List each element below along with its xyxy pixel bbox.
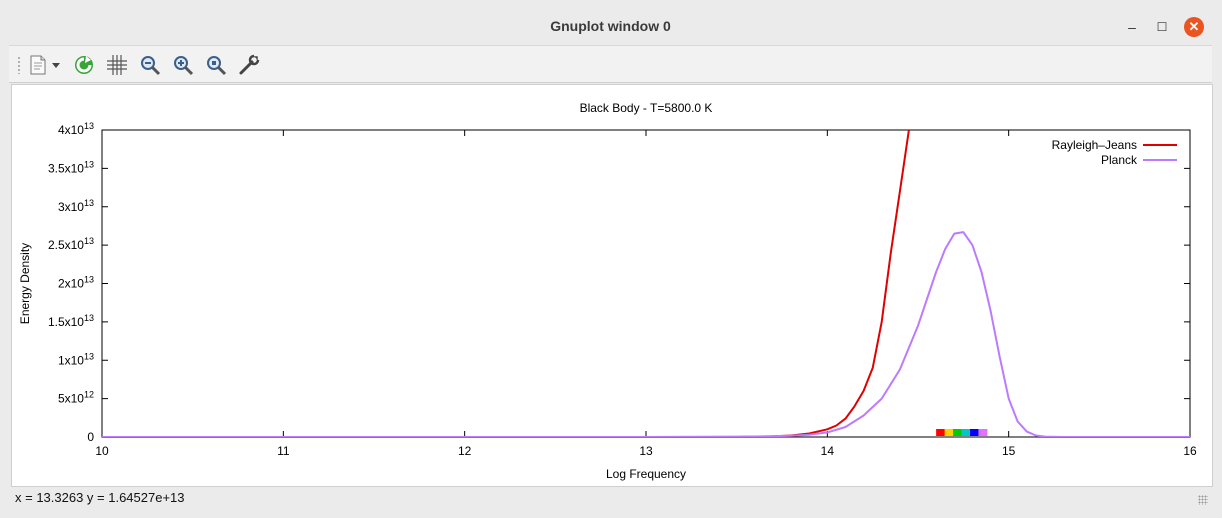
plot-canvas[interactable]: Black Body - T=5800.0 K 10 11 12 13 14 15 16 0 5x… [11, 84, 1213, 487]
chart-svg: Black Body - T=5800.0 K 10 11 12 13 14 15 16 0 5x… [18, 101, 1197, 481]
cursor-coordinates: x = 13.3263 y = 1.64527e+13 [15, 490, 185, 505]
spectrum-band [936, 429, 946, 436]
copy-to-clipboard-icon [30, 55, 46, 75]
zoom-reset-button[interactable] [203, 52, 229, 78]
toolbar-grip-icon[interactable] [17, 56, 21, 74]
status-bar: x = 13.3263 y = 1.64527e+13 [9, 487, 1212, 509]
y-axis-label: Energy Density [18, 243, 32, 324]
maximize-button[interactable]: ☐ [1156, 20, 1168, 34]
grid-icon [107, 55, 127, 75]
x-tick-label: 15 [1002, 444, 1016, 458]
x-tick-label: 11 [277, 444, 290, 458]
zoom-in-icon [174, 56, 194, 76]
zoom-out-icon [141, 56, 161, 76]
zoom-in-button[interactable] [170, 52, 196, 78]
replot-button[interactable] [71, 52, 97, 78]
zoom-reset-icon [207, 56, 227, 76]
close-button[interactable]: ✕ [1184, 17, 1204, 37]
chart-title: Black Body - T=5800.0 K [580, 101, 713, 115]
settings-wrench-icon [239, 53, 261, 75]
copy-to-clipboard-button[interactable] [25, 52, 51, 78]
spectrum-band [969, 429, 979, 436]
x-tick-label: 10 [95, 444, 109, 458]
replot-icon [75, 56, 93, 74]
legend-entry-label: Planck [1101, 153, 1138, 167]
minimize-button[interactable]: – [1128, 19, 1136, 35]
series-line-rayleigh-jeans [102, 130, 910, 437]
x-tick-label: 16 [1183, 444, 1197, 458]
zoom-out-button[interactable] [137, 52, 163, 78]
title-bar[interactable]: Gnuplot window 0 – ☐ ✕ [9, 9, 1212, 46]
y-tick-label: 5x1012 [58, 390, 94, 406]
y-tick-label: 3x1013 [58, 198, 94, 214]
x-tick-label: 14 [821, 444, 835, 458]
spectrum-band [953, 429, 963, 436]
dropdown-arrow-icon [52, 63, 60, 68]
x-tick-label: 13 [639, 444, 653, 458]
legend-entry-label: Rayleigh–Jeans [1052, 138, 1137, 152]
spectrum-band [978, 429, 988, 436]
toolbar [9, 46, 1212, 83]
window-title: Gnuplot window 0 [550, 18, 671, 34]
y-tick-label: 1.5x1013 [48, 313, 94, 329]
y-tick-label: 3.5x1013 [48, 159, 94, 175]
series-group [102, 130, 1190, 437]
copy-dropdown-button[interactable] [49, 52, 63, 78]
settings-button[interactable] [236, 52, 262, 78]
resize-grip-icon[interactable] [1198, 495, 1208, 505]
y-tick-label: 4x1013 [58, 121, 94, 137]
y-tick-label: 2.5x1013 [48, 236, 94, 252]
x-tick-label: 12 [458, 444, 472, 458]
series-line-planck [102, 231, 1190, 437]
y-tick-label: 1x1013 [58, 351, 94, 367]
y-tick-label: 2x1013 [58, 275, 94, 291]
spectrum-band [944, 429, 954, 436]
x-axis-label: Log Frequency [606, 467, 686, 481]
spectrum-band [961, 429, 971, 436]
plot-frame [101, 129, 1191, 438]
y-tick-label: 0 [87, 430, 94, 444]
toggle-grid-button[interactable] [104, 52, 130, 78]
